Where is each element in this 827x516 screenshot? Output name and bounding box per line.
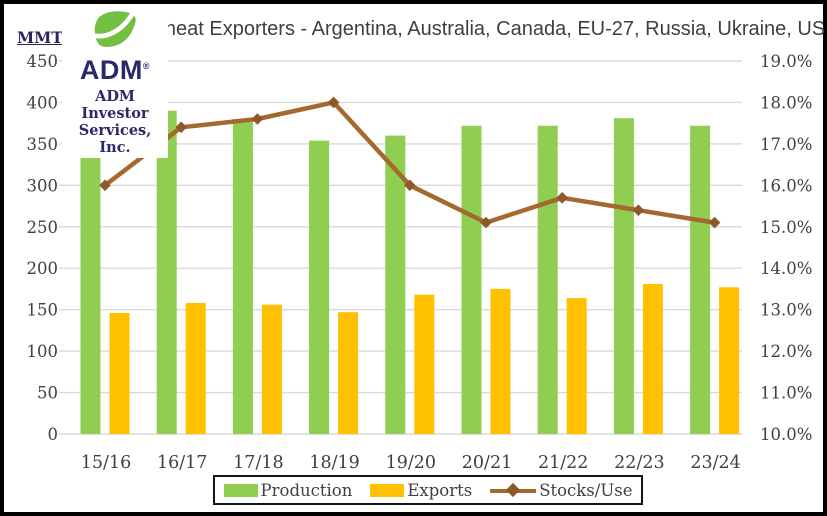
x-axis-tick: 20/21 bbox=[462, 453, 512, 473]
bar-exports bbox=[109, 313, 130, 434]
bar-production bbox=[385, 135, 406, 434]
right-axis-tick: 18.0% bbox=[760, 93, 812, 112]
bar-exports bbox=[642, 284, 663, 434]
stocks-use-marker bbox=[251, 113, 264, 125]
adm-logo-subtitle-line1: ADM Investor bbox=[81, 88, 149, 122]
legend-label-stocks-use: Stocks/Use bbox=[539, 480, 633, 500]
legend: Production Exports Stocks/Use bbox=[213, 475, 643, 505]
stocks-use-marker bbox=[708, 216, 721, 229]
stocks-use-marker bbox=[99, 179, 111, 192]
adm-leaf-icon bbox=[92, 11, 136, 47]
right-axis-tick: 10.0% bbox=[760, 425, 812, 444]
chart-title: Wheat Exporters - Argentina, Australia, … bbox=[146, 18, 826, 40]
legend-swatch-production-icon bbox=[223, 483, 258, 497]
bar-production bbox=[80, 131, 101, 434]
bar-production bbox=[690, 125, 711, 434]
left-axis-tick: 100 bbox=[27, 342, 59, 361]
left-axis-tick: 50 bbox=[37, 384, 58, 403]
x-axis-tick: 22/23 bbox=[614, 453, 664, 473]
bar-exports bbox=[261, 304, 282, 434]
bar-production bbox=[156, 110, 177, 434]
legend-swatch-exports-icon bbox=[370, 483, 405, 497]
right-axis-tick: 13.0% bbox=[760, 301, 812, 320]
stocks-use-marker bbox=[327, 96, 340, 109]
adm-logo: ADM® ADM Investor Services, Inc. bbox=[62, 10, 168, 158]
x-axis-tick: 15/16 bbox=[81, 453, 131, 473]
adm-brand-text: ADM® bbox=[79, 55, 151, 85]
right-axis-tick: 14.0% bbox=[760, 259, 812, 278]
x-axis-tick: 21/22 bbox=[538, 453, 588, 473]
right-axis-tick: 17.0% bbox=[760, 135, 812, 154]
bar-exports bbox=[490, 288, 511, 434]
left-axis-tick: 400 bbox=[27, 93, 59, 112]
legend-item-production: Production bbox=[223, 480, 353, 500]
bar-exports bbox=[338, 312, 359, 434]
adm-logo-subtitle-line2: Services, Inc. bbox=[78, 122, 152, 156]
left-axis-tick: 300 bbox=[27, 176, 59, 195]
bar-production bbox=[613, 118, 634, 434]
left-axis-units-label: MMT's bbox=[17, 28, 77, 47]
left-axis-tick: 450 bbox=[27, 52, 59, 71]
right-axis-tick: 15.0% bbox=[760, 218, 812, 237]
right-axis-tick: 11.0% bbox=[760, 384, 812, 403]
adm-logo-subtitle: ADM Investor Services, Inc. bbox=[62, 88, 168, 156]
legend-line-diamond-icon bbox=[490, 482, 537, 497]
stocks-use-marker bbox=[480, 216, 492, 229]
stocks-use-marker bbox=[632, 204, 645, 216]
right-axis-tick: 12.0% bbox=[760, 342, 812, 361]
x-axis-tick: 23/24 bbox=[690, 453, 740, 473]
right-axis-tick: 19.0% bbox=[760, 52, 812, 71]
stocks-use-marker bbox=[556, 192, 568, 204]
stocks-use-marker bbox=[175, 121, 187, 134]
chart-canvas: 0 50 100 150 200 250 300 350 400 450 10.0% 11.0% 12.… bbox=[27, 52, 813, 473]
left-axis-tick: 250 bbox=[27, 218, 59, 237]
x-axis-tick: 19/20 bbox=[386, 453, 436, 473]
bar-production bbox=[461, 125, 482, 434]
legend-label-exports: Exports bbox=[407, 480, 473, 500]
x-axis-tick: 16/17 bbox=[157, 453, 207, 473]
bar-production bbox=[309, 140, 330, 434]
bar-exports bbox=[414, 294, 435, 434]
left-axis-tick: 0 bbox=[48, 425, 59, 444]
x-axis-tick: 17/18 bbox=[233, 453, 283, 473]
left-axis-tick: 150 bbox=[27, 301, 59, 320]
legend-label-production: Production bbox=[260, 480, 353, 500]
legend-item-exports: Exports bbox=[370, 481, 472, 500]
right-axis-tick: 16.0% bbox=[760, 176, 812, 195]
bar-production bbox=[537, 125, 558, 434]
left-axis-tick: 200 bbox=[27, 259, 59, 278]
bar-exports bbox=[719, 287, 740, 434]
bar-exports bbox=[185, 303, 206, 434]
left-axis-tick: 350 bbox=[27, 135, 59, 154]
registered-mark-icon: ® bbox=[142, 61, 151, 71]
bar-production bbox=[232, 119, 253, 434]
bar-exports bbox=[566, 298, 587, 434]
x-axis-tick: 18/19 bbox=[309, 453, 359, 473]
legend-item-stocks-use: Stocks/Use bbox=[490, 481, 632, 500]
stocks-use-marker bbox=[404, 179, 416, 192]
